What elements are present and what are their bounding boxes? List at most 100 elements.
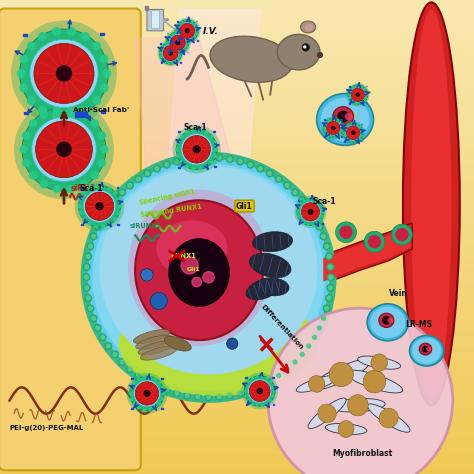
Circle shape bbox=[146, 172, 149, 175]
Circle shape bbox=[160, 42, 182, 64]
Circle shape bbox=[368, 235, 381, 248]
Ellipse shape bbox=[367, 404, 410, 432]
Ellipse shape bbox=[249, 253, 291, 278]
Ellipse shape bbox=[140, 346, 177, 360]
Circle shape bbox=[173, 125, 221, 173]
Circle shape bbox=[196, 156, 200, 160]
Bar bbox=[0, 174, 474, 178]
FancyBboxPatch shape bbox=[100, 33, 104, 36]
Circle shape bbox=[294, 196, 327, 228]
Circle shape bbox=[176, 141, 181, 145]
Circle shape bbox=[175, 31, 177, 33]
Circle shape bbox=[305, 343, 312, 349]
Circle shape bbox=[323, 124, 325, 126]
Circle shape bbox=[330, 137, 333, 138]
Circle shape bbox=[272, 394, 275, 398]
Bar bbox=[0, 193, 474, 198]
Circle shape bbox=[40, 180, 48, 188]
Ellipse shape bbox=[256, 278, 289, 296]
Circle shape bbox=[118, 204, 122, 208]
Circle shape bbox=[350, 122, 353, 124]
Circle shape bbox=[127, 182, 133, 189]
Text: LR-MS: LR-MS bbox=[406, 320, 433, 329]
Circle shape bbox=[154, 383, 160, 389]
FancyBboxPatch shape bbox=[161, 378, 163, 379]
Circle shape bbox=[176, 129, 217, 170]
Circle shape bbox=[175, 147, 179, 151]
Circle shape bbox=[91, 119, 99, 128]
Circle shape bbox=[330, 118, 333, 119]
Circle shape bbox=[179, 31, 181, 33]
Circle shape bbox=[347, 94, 349, 96]
Ellipse shape bbox=[325, 423, 367, 435]
FancyBboxPatch shape bbox=[178, 167, 180, 168]
Bar bbox=[0, 241, 474, 245]
Circle shape bbox=[362, 132, 364, 134]
Text: Gli1: Gli1 bbox=[187, 267, 201, 272]
Bar bbox=[0, 352, 474, 356]
Bar bbox=[0, 470, 474, 474]
Circle shape bbox=[297, 215, 300, 218]
Ellipse shape bbox=[309, 375, 325, 392]
Circle shape bbox=[293, 360, 297, 364]
Bar bbox=[0, 411, 474, 415]
Circle shape bbox=[181, 257, 198, 274]
Circle shape bbox=[343, 135, 345, 137]
Bar bbox=[0, 20, 474, 24]
Bar bbox=[0, 95, 474, 99]
Circle shape bbox=[257, 389, 263, 393]
Bar bbox=[0, 51, 474, 55]
Circle shape bbox=[292, 189, 298, 196]
Ellipse shape bbox=[379, 408, 398, 428]
Bar bbox=[0, 110, 474, 115]
FancyBboxPatch shape bbox=[322, 223, 323, 224]
Circle shape bbox=[319, 219, 322, 222]
Circle shape bbox=[327, 296, 331, 300]
Circle shape bbox=[111, 197, 118, 203]
Circle shape bbox=[105, 343, 112, 349]
Circle shape bbox=[129, 397, 133, 401]
Circle shape bbox=[343, 123, 363, 143]
Circle shape bbox=[179, 52, 181, 54]
Circle shape bbox=[176, 33, 178, 36]
Bar bbox=[0, 134, 474, 138]
Circle shape bbox=[272, 384, 275, 388]
Circle shape bbox=[325, 133, 327, 135]
Bar bbox=[0, 403, 474, 407]
Circle shape bbox=[318, 326, 321, 330]
Circle shape bbox=[327, 255, 331, 258]
Circle shape bbox=[187, 38, 189, 40]
Bar bbox=[0, 347, 474, 352]
Circle shape bbox=[113, 198, 117, 202]
Bar bbox=[0, 83, 474, 87]
FancyBboxPatch shape bbox=[81, 224, 82, 225]
Circle shape bbox=[395, 228, 409, 241]
Circle shape bbox=[273, 390, 276, 392]
FancyBboxPatch shape bbox=[168, 52, 169, 53]
Circle shape bbox=[185, 130, 189, 135]
Circle shape bbox=[321, 234, 325, 238]
Circle shape bbox=[178, 59, 180, 61]
Circle shape bbox=[165, 163, 169, 166]
Circle shape bbox=[392, 224, 412, 245]
Circle shape bbox=[150, 292, 167, 310]
Circle shape bbox=[185, 393, 189, 397]
Circle shape bbox=[261, 375, 264, 378]
Circle shape bbox=[293, 191, 297, 194]
Circle shape bbox=[101, 224, 105, 228]
Circle shape bbox=[167, 38, 169, 40]
Circle shape bbox=[158, 402, 161, 406]
Circle shape bbox=[176, 20, 198, 42]
Circle shape bbox=[185, 29, 189, 33]
Circle shape bbox=[270, 380, 273, 383]
Bar bbox=[0, 158, 474, 162]
Circle shape bbox=[188, 40, 190, 42]
Polygon shape bbox=[166, 9, 261, 199]
Ellipse shape bbox=[427, 347, 431, 351]
Circle shape bbox=[292, 359, 298, 365]
Circle shape bbox=[142, 375, 146, 379]
Bar bbox=[75, 112, 87, 117]
Bar bbox=[0, 210, 474, 213]
Circle shape bbox=[194, 23, 197, 25]
Bar bbox=[0, 55, 474, 59]
